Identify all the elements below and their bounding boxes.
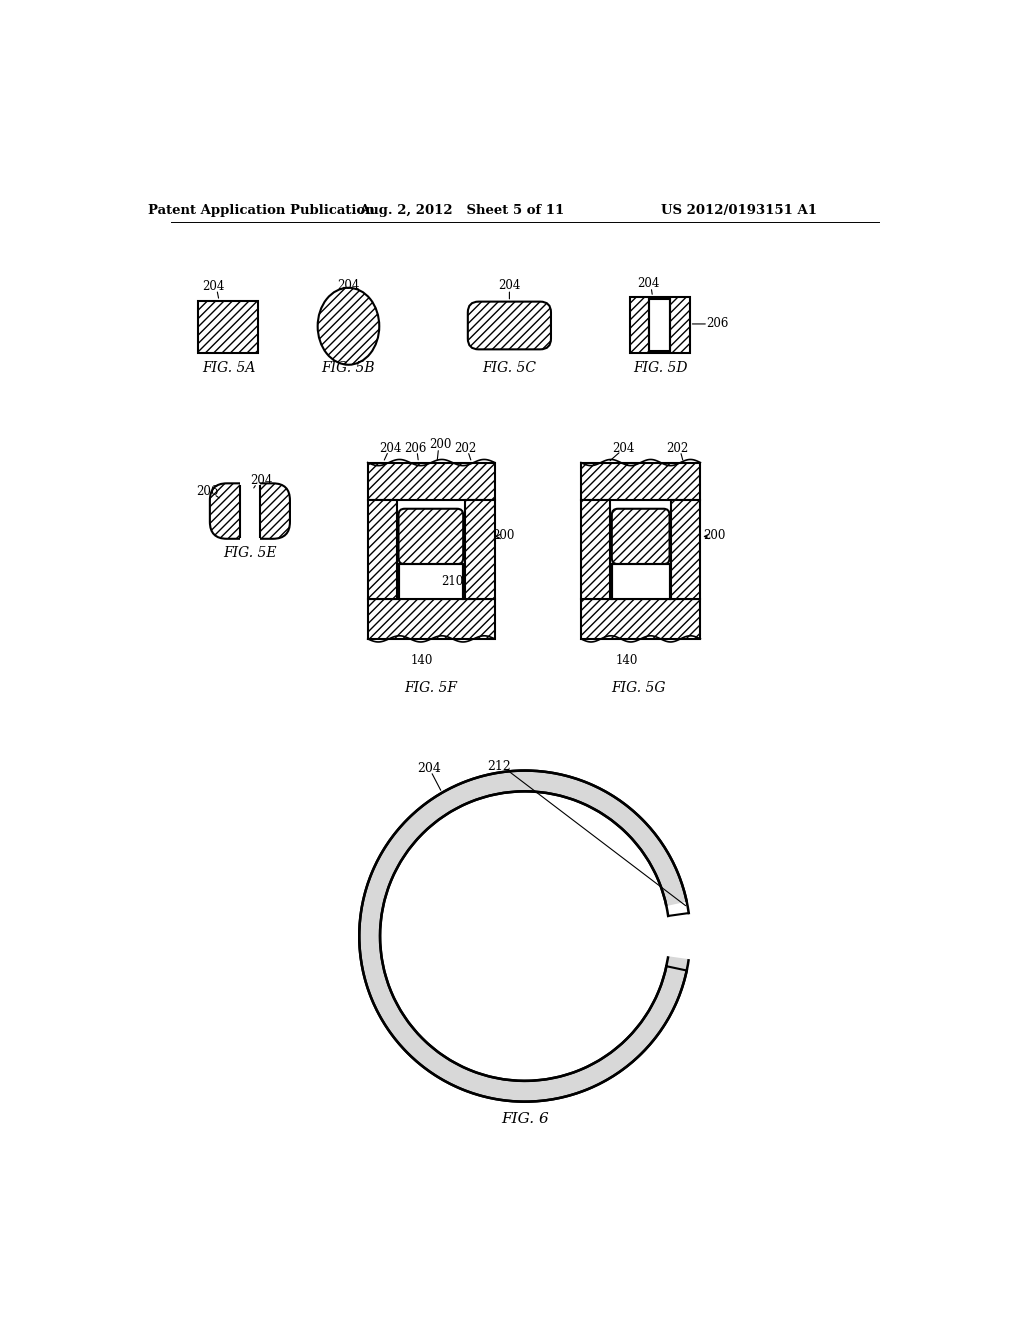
Wedge shape xyxy=(662,900,695,960)
Text: 204: 204 xyxy=(499,279,520,292)
Text: 204: 204 xyxy=(337,279,359,292)
Bar xyxy=(611,564,670,599)
Text: FIG. 5B: FIG. 5B xyxy=(322,360,375,375)
Text: 200: 200 xyxy=(493,529,514,543)
Text: 140: 140 xyxy=(411,653,433,667)
Bar xyxy=(581,599,700,639)
Bar xyxy=(368,599,495,639)
Text: FIG. 5F: FIG. 5F xyxy=(404,681,458,696)
Bar xyxy=(368,499,397,599)
Text: FIG. 5C: FIG. 5C xyxy=(482,360,537,375)
Text: US 2012/0193151 A1: US 2012/0193151 A1 xyxy=(660,205,817,218)
Bar xyxy=(671,499,700,599)
Text: 204: 204 xyxy=(203,280,225,293)
Text: 204: 204 xyxy=(612,442,635,455)
Text: 202: 202 xyxy=(455,442,476,455)
Bar xyxy=(630,297,689,354)
Bar xyxy=(649,300,671,351)
Text: FIG. 5D: FIG. 5D xyxy=(633,360,687,375)
Text: 202: 202 xyxy=(667,442,688,455)
Text: 206: 206 xyxy=(707,317,728,330)
Text: 206: 206 xyxy=(404,442,427,455)
FancyBboxPatch shape xyxy=(468,302,551,350)
Text: 140: 140 xyxy=(616,653,638,667)
Text: 212: 212 xyxy=(486,760,511,774)
Text: 200: 200 xyxy=(430,438,452,451)
Text: FIG. 6: FIG. 6 xyxy=(501,1113,549,1126)
Text: Aug. 2, 2012   Sheet 5 of 11: Aug. 2, 2012 Sheet 5 of 11 xyxy=(359,205,564,218)
Text: 204: 204 xyxy=(418,762,441,775)
Text: 200: 200 xyxy=(703,529,725,543)
FancyBboxPatch shape xyxy=(210,483,290,539)
Text: 204: 204 xyxy=(638,277,659,290)
Bar xyxy=(240,480,260,541)
Text: 206: 206 xyxy=(197,484,219,498)
Bar xyxy=(581,462,700,499)
Bar xyxy=(581,499,610,599)
Text: FIG. 5A: FIG. 5A xyxy=(203,360,256,375)
Text: FIG. 5G: FIG. 5G xyxy=(611,681,666,696)
Ellipse shape xyxy=(317,288,379,364)
Bar xyxy=(199,301,258,354)
Text: 204: 204 xyxy=(250,474,272,487)
Text: FIG. 5E: FIG. 5E xyxy=(223,545,276,560)
Text: Patent Application Publication: Patent Application Publication xyxy=(148,205,375,218)
Bar xyxy=(368,462,495,499)
Bar xyxy=(398,564,463,599)
FancyBboxPatch shape xyxy=(398,508,463,564)
FancyBboxPatch shape xyxy=(611,508,670,564)
Wedge shape xyxy=(359,771,690,1102)
Text: 210: 210 xyxy=(441,576,464,589)
Text: 204: 204 xyxy=(380,442,402,455)
Bar xyxy=(465,499,495,599)
